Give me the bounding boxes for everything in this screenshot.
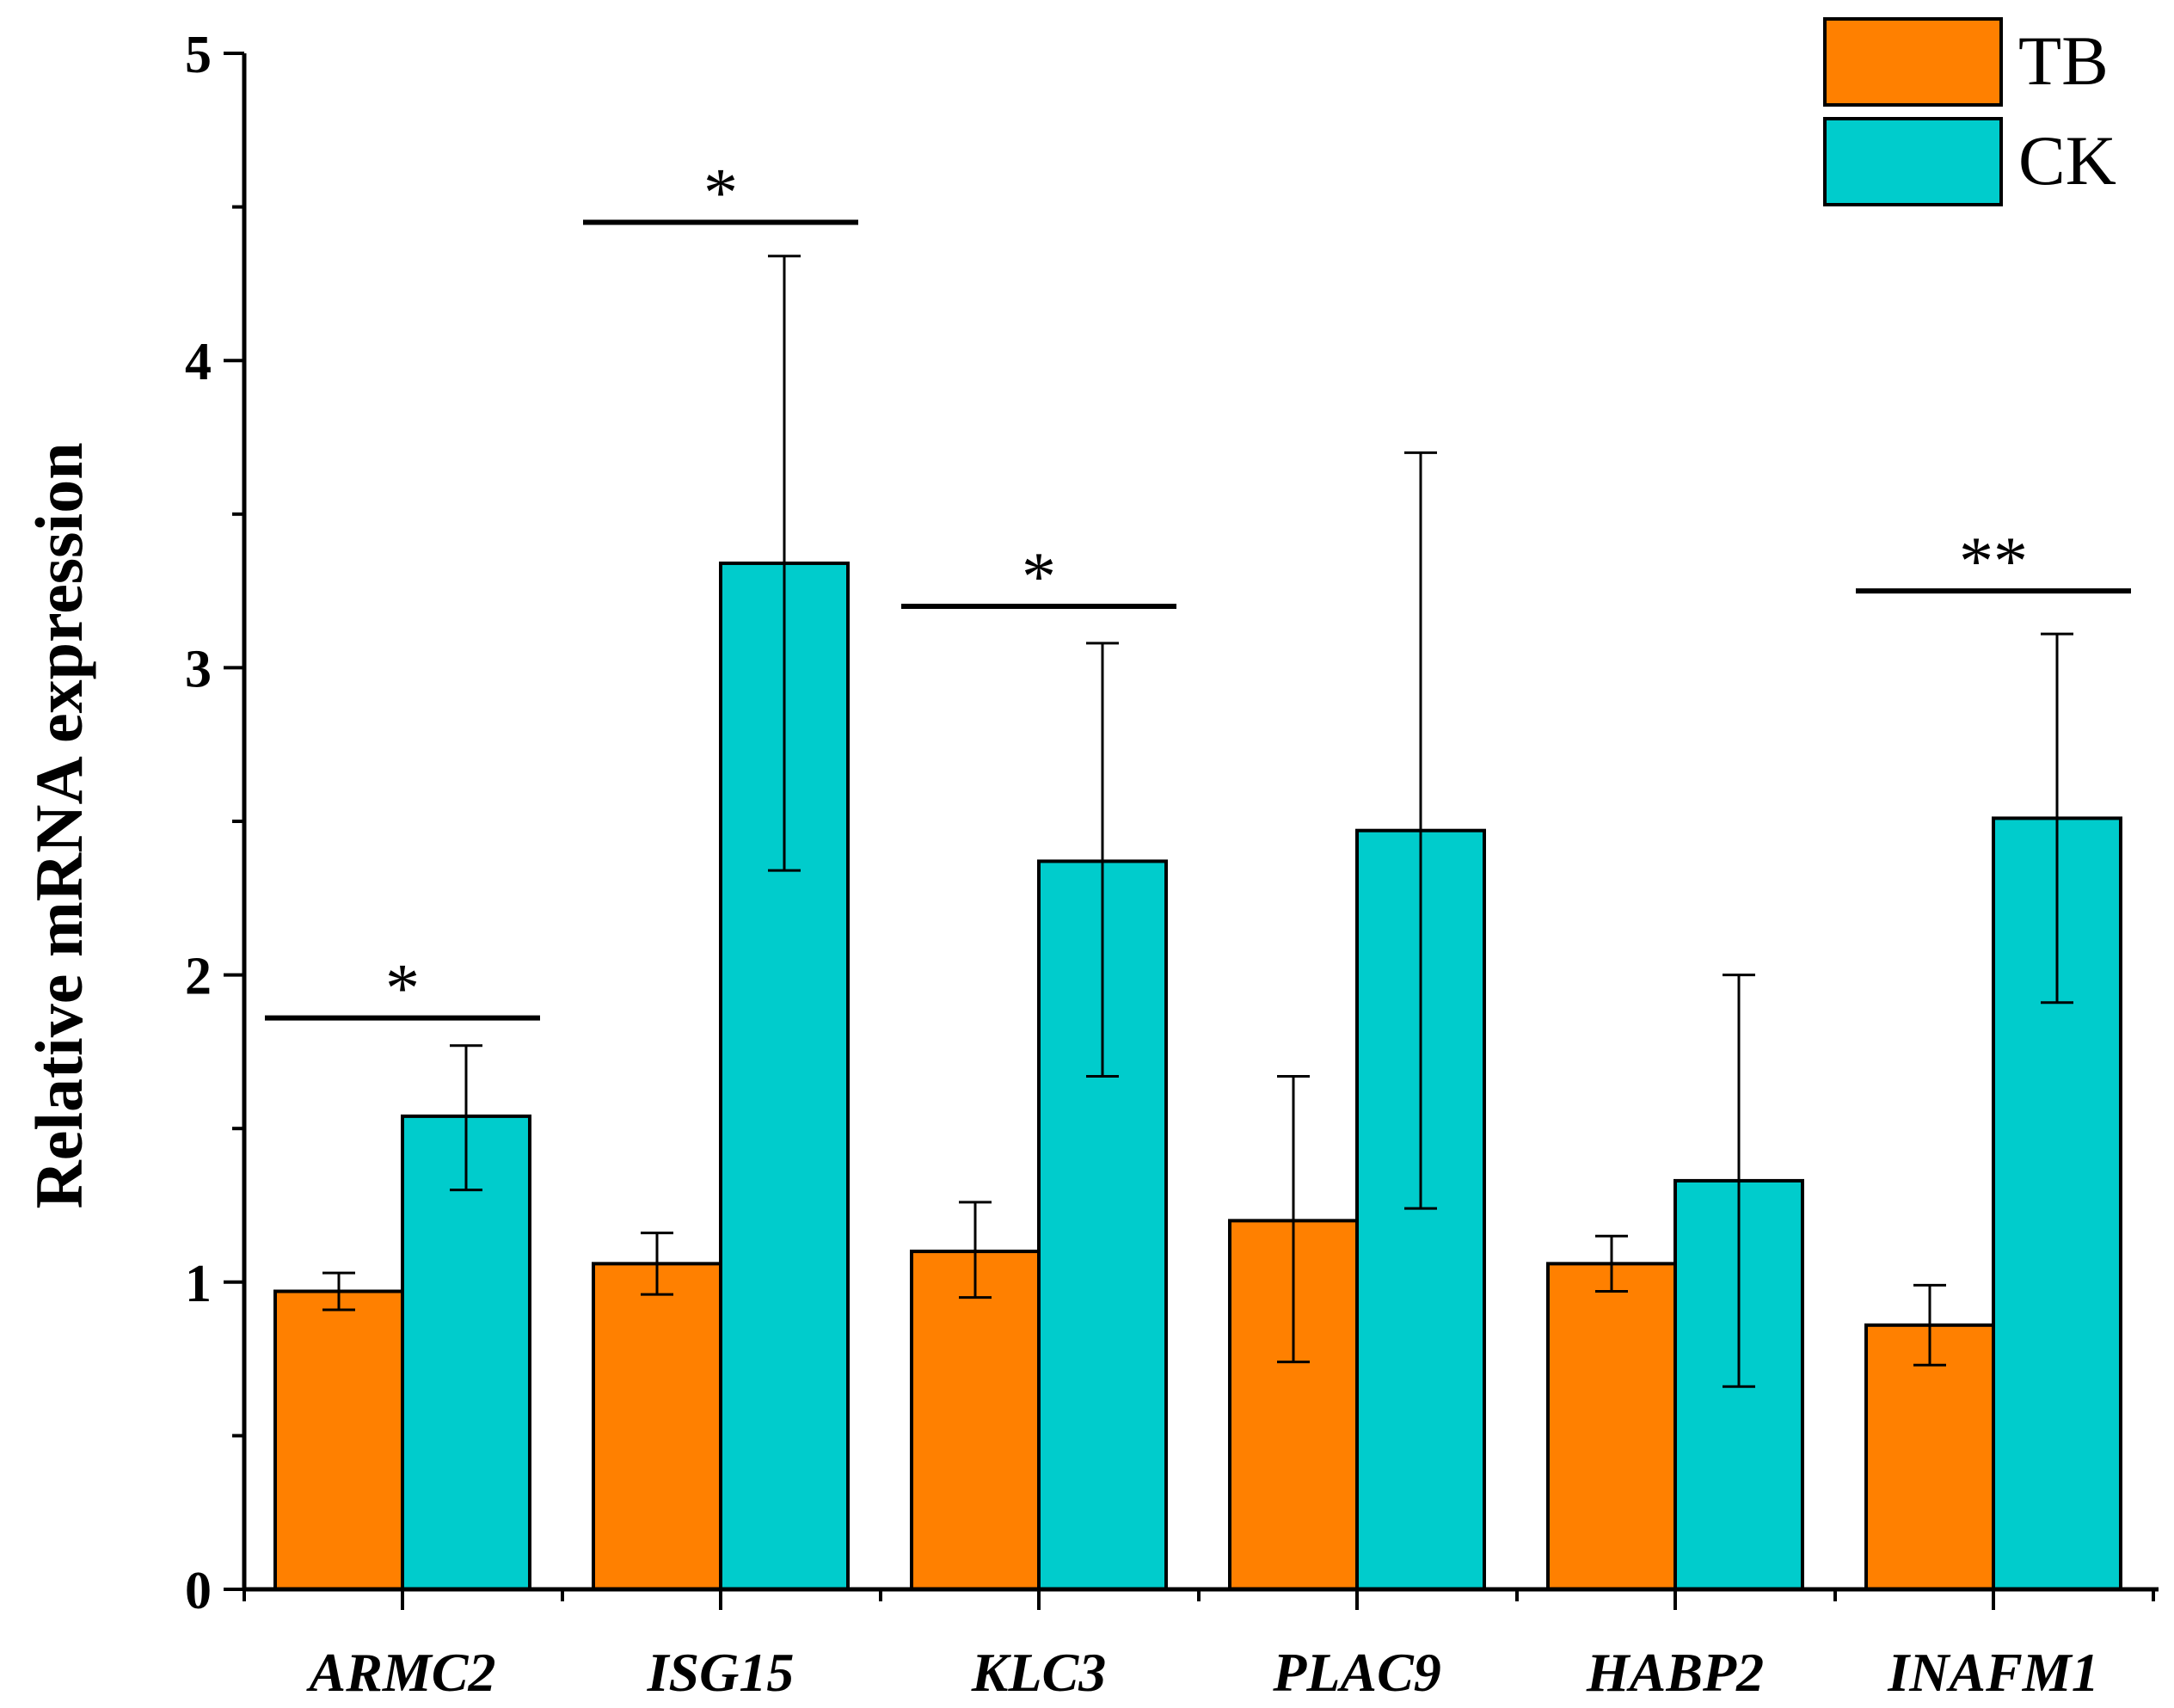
bar-tb-inafm1 — [1864, 1323, 1995, 1591]
significance-label-klc3: * — [1022, 539, 1056, 615]
x-tick-label-klc3: KLC3 — [971, 1642, 1106, 1703]
error-bar-tb-habp2 — [1595, 1234, 1628, 1293]
y-tick-label-1: 1 — [185, 1255, 212, 1313]
error-bar-ck-habp2 — [1723, 974, 1755, 1388]
x-tick-label-armc2: ARMC2 — [306, 1642, 496, 1703]
x-tick-label-isg15: ISG15 — [647, 1642, 795, 1703]
x-tick-label-plac9: PLAC9 — [1272, 1642, 1441, 1703]
error-bar-tb-inafm1 — [1913, 1283, 1946, 1367]
error-bar-ck-isg15 — [768, 255, 801, 872]
legend-label-tb: TB — [2018, 22, 2109, 100]
legend: TB CK — [1823, 17, 2116, 206]
error-bar-tb-klc3 — [959, 1201, 992, 1299]
legend-label-ck: CK — [2018, 121, 2116, 200]
significance-label-inafm1: ** — [1959, 524, 2028, 599]
y-tick-label-4: 4 — [185, 333, 212, 391]
bar-tb-klc3 — [910, 1250, 1041, 1591]
error-bar-tb-isg15 — [641, 1232, 673, 1296]
significance-label-isg15: * — [703, 155, 738, 230]
y-axis-title: Relative mRNA expression — [21, 442, 96, 1208]
error-bar-tb-armc2 — [322, 1271, 355, 1312]
error-bar-ck-inafm1 — [2041, 632, 2073, 1005]
bar-tb-armc2 — [273, 1289, 404, 1591]
x-tick-label-habp2: HABP2 — [1586, 1642, 1764, 1703]
bar-tb-habp2 — [1546, 1262, 1677, 1592]
y-tick-label-0: 0 — [185, 1562, 212, 1620]
error-bar-tb-plac9 — [1277, 1074, 1310, 1364]
error-bar-ck-klc3 — [1086, 642, 1119, 1078]
y-tick-label-2: 2 — [185, 948, 212, 1006]
error-bar-ck-plac9 — [1404, 451, 1437, 1210]
y-tick-label-5: 5 — [185, 26, 212, 84]
y-tick-label-3: 3 — [185, 640, 212, 698]
legend-swatch-tb — [1823, 17, 2003, 107]
x-tick-label-inafm1: INAFM1 — [1887, 1642, 2098, 1703]
legend-swatch-ck — [1823, 117, 2003, 206]
error-bar-ck-armc2 — [450, 1044, 482, 1192]
bar-tb-isg15 — [592, 1262, 722, 1592]
significance-label-armc2: * — [385, 951, 420, 1027]
